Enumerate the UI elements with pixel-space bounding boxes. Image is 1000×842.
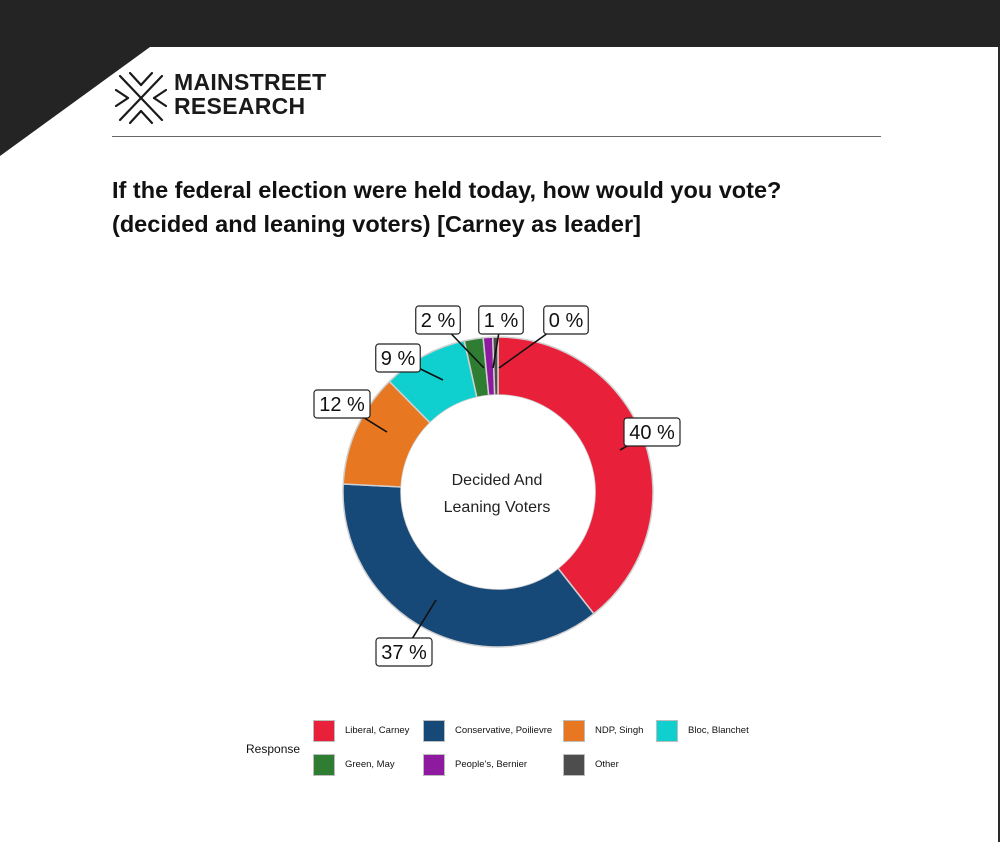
brand-line-1: MAINSTREET bbox=[174, 69, 327, 95]
legend-label-conservative-poilievre: Conservative, Poilievre bbox=[455, 725, 553, 736]
data-labels: 40 % 37 % 12 % 9 %2 % 1 % 0 % bbox=[313, 305, 681, 667]
label-box-conservative-poilievre bbox=[375, 637, 433, 667]
label-box-green-may bbox=[415, 305, 461, 335]
legend-swatch-people-s-bernier bbox=[423, 754, 445, 776]
mainstreet-logo-icon bbox=[114, 71, 168, 125]
legend-swatch-conservative-poilievre bbox=[423, 720, 445, 742]
label-box-liberal-carney bbox=[623, 417, 681, 447]
legend-label-liberal-carney: Liberal, Carney bbox=[345, 725, 410, 736]
donut-hole bbox=[401, 395, 595, 589]
legend-label-bloc-blanchet: Bloc, Blanchet bbox=[688, 725, 749, 736]
legend-swatch-other bbox=[563, 754, 585, 776]
data-label-ndp-singh: 12 % bbox=[319, 394, 365, 416]
legend-swatch-green-may bbox=[313, 754, 335, 776]
label-box-other bbox=[543, 305, 589, 335]
chart-title-line-1: If the federal election were held today,… bbox=[112, 177, 782, 203]
brand-line-2: RESEARCH bbox=[174, 93, 306, 119]
label-box-people-s-bernier bbox=[478, 305, 524, 335]
legend-label-people-s-bernier: People's, Bernier bbox=[455, 759, 528, 770]
data-label-conservative-poilievre: 37 % bbox=[381, 642, 427, 664]
legend-label-other: Other bbox=[595, 759, 619, 770]
legend-swatch-ndp-singh bbox=[563, 720, 585, 742]
legend-title: Response bbox=[246, 742, 301, 756]
data-label-people-s-bernier: 1 % bbox=[484, 310, 519, 332]
data-label-other: 0 % bbox=[549, 310, 584, 332]
brand-wordmark: MAINSTREET RESEARCH bbox=[174, 70, 327, 118]
label-box-bloc-blanchet bbox=[375, 343, 421, 373]
top-dark-band bbox=[0, 0, 1000, 47]
data-label-liberal-carney: 40 % bbox=[629, 422, 675, 444]
center-label-line-1: Decided And bbox=[452, 472, 543, 489]
legend-swatch-liberal-carney bbox=[313, 720, 335, 742]
corner-triangle bbox=[0, 0, 150, 156]
data-label-bloc-blanchet: 9 % bbox=[381, 348, 416, 370]
center-label-line-2: Leaning Voters bbox=[444, 499, 551, 516]
legend-label-ndp-singh: NDP, Singh bbox=[595, 725, 644, 736]
legend-label-green-may: Green, May bbox=[345, 759, 395, 770]
legend-swatch-bloc-blanchet bbox=[656, 720, 678, 742]
label-box-ndp-singh bbox=[313, 389, 371, 419]
page-right-edge bbox=[998, 47, 1000, 842]
chart-title-line-2: (decided and leaning voters) [Carney as … bbox=[112, 211, 641, 237]
data-label-green-may: 2 % bbox=[421, 310, 456, 332]
chart-title: If the federal election were held today,… bbox=[112, 173, 912, 241]
header-divider bbox=[112, 136, 881, 137]
